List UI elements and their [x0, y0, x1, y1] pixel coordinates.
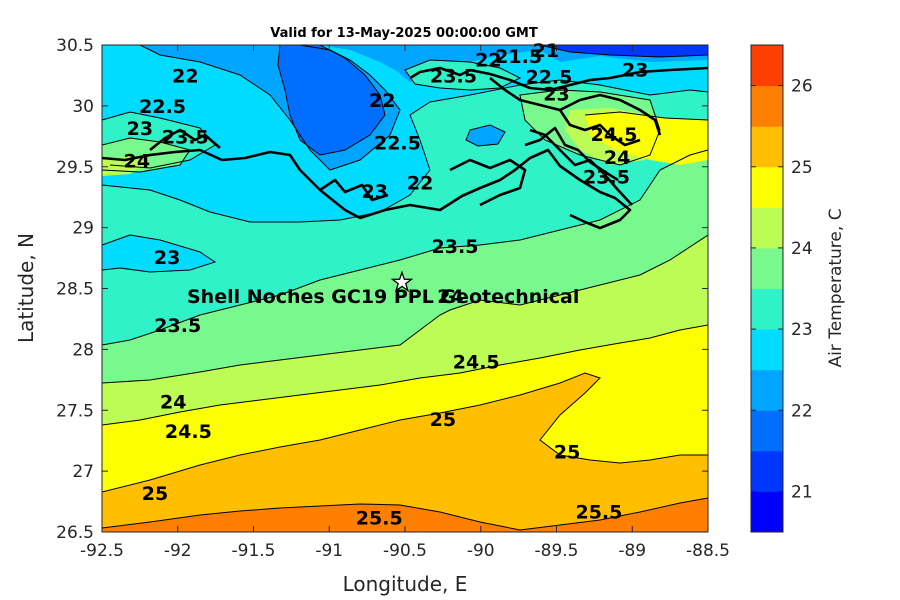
colorbar-segment [751, 450, 783, 492]
contour-label: 23.5 [430, 65, 477, 87]
contour-label: 21 [533, 40, 559, 62]
colorbar-tick-label: 24 [791, 239, 813, 259]
contour-label: 24.5 [453, 352, 500, 374]
contour-label: 22 [172, 65, 198, 87]
colorbar-segment [751, 126, 783, 168]
coastline [102, 66, 708, 230]
colorbar-segment [751, 247, 783, 289]
band-22-5 [102, 45, 708, 222]
colorbar-tick-label: 26 [791, 77, 813, 97]
x-tick-label: -92.5 [80, 541, 124, 561]
band-21-north [540, 45, 708, 57]
colorbar-tick-label: 22 [791, 401, 813, 421]
colorbar-tick-label: 25 [791, 158, 813, 178]
x-tick-label: -89.5 [535, 541, 579, 561]
x-tick-label: -91 [315, 541, 343, 561]
contour-label: 23.5 [154, 315, 201, 337]
site-label: Shell Noches GC19 PPL Geotechnical [187, 286, 579, 308]
band-22-5-south [102, 235, 215, 272]
contour-label: 23 [154, 247, 180, 269]
map-title: Valid for 13-May-2025 00:00:00 GMT [270, 26, 538, 41]
colorbar-segment [751, 207, 783, 249]
colorbar-frame [750, 44, 784, 533]
contour-label: 24 [124, 151, 150, 173]
contour-label: 23 [622, 59, 648, 81]
x-axis-ticks: -92.5 -92 -91.5 -91 -90.5 -90 -89.5 -89 -88.5 [80, 45, 730, 561]
y-tick-label: 28.5 [56, 280, 94, 300]
band-24-5-east [585, 112, 708, 165]
colorbar: 21 22 23 24 25 26 [750, 44, 813, 533]
contour-label: 23 [361, 181, 387, 203]
band-22 [102, 45, 708, 170]
colorbar-tick-label: 21 [791, 482, 813, 502]
contour-label: 23.5 [162, 126, 209, 148]
contour-label: 21.5 [495, 46, 542, 68]
contour-label: 24 [437, 286, 463, 308]
x-tick-label: -90 [467, 541, 495, 561]
contour-label: 23 [127, 118, 153, 140]
star-icon [390, 270, 414, 293]
colorbar-segment [751, 288, 783, 330]
contour-label: 22.5 [374, 132, 421, 154]
colorbar-segment [751, 166, 783, 208]
colorbar-segment [751, 410, 783, 452]
y-axis-ticks: 30.5 30 29.5 29 28.5 28 27.5 27 26.5 [56, 36, 708, 543]
contour-label: 23.5 [583, 166, 630, 188]
contour-label: 24.5 [165, 421, 212, 443]
colorbar-segment [751, 329, 783, 371]
x-tick-label: -90.5 [383, 541, 427, 561]
x-tick-label: -92 [164, 541, 192, 561]
contour-label: 24 [604, 147, 630, 169]
contour-label: 23.5 [432, 236, 479, 258]
x-axis-label: Longitude, E [343, 572, 468, 596]
y-tick-label: 30.5 [56, 36, 94, 56]
contour-label: 22 [407, 173, 433, 195]
contour-label: 22 [369, 90, 395, 112]
colorbar-label: Air Temperature, C [826, 208, 846, 367]
colorbar-segment [751, 85, 783, 127]
contour-label: 25 [554, 442, 580, 464]
contour-label: 22.5 [139, 96, 186, 118]
contour-label: 22 [475, 50, 501, 72]
contour-label: 25.5 [356, 507, 403, 529]
contour-label: 23 [543, 84, 569, 106]
y-tick-label: 27 [72, 462, 94, 482]
contour-label: 22.5 [525, 67, 572, 89]
x-tick-label: -91.5 [232, 541, 276, 561]
x-tick-label: -88.5 [686, 541, 730, 561]
y-tick-label: 28 [72, 340, 94, 360]
contour-label: 25 [430, 409, 456, 431]
y-axis-label: Latitude, N [14, 233, 38, 343]
contour-label: 24.5 [591, 124, 638, 146]
colorbar-segment [751, 45, 783, 87]
contour-label: 25 [142, 483, 168, 505]
colorbar-tick-label: 23 [791, 320, 813, 340]
band-21-5 [278, 45, 385, 155]
y-tick-label: 30 [72, 97, 94, 117]
y-tick-label: 29.5 [56, 158, 94, 178]
y-tick-label: 29 [72, 219, 94, 239]
y-tick-label: 26.5 [56, 523, 94, 543]
contour-lines [102, 45, 708, 531]
colorbar-segment [751, 369, 783, 411]
colorbar-segment [751, 491, 783, 533]
contour-label: 24 [160, 392, 186, 414]
y-tick-label: 27.5 [56, 401, 94, 421]
contour-label: 25.5 [575, 501, 622, 523]
band-22-east [466, 125, 505, 146]
x-tick-label: -89 [618, 541, 646, 561]
